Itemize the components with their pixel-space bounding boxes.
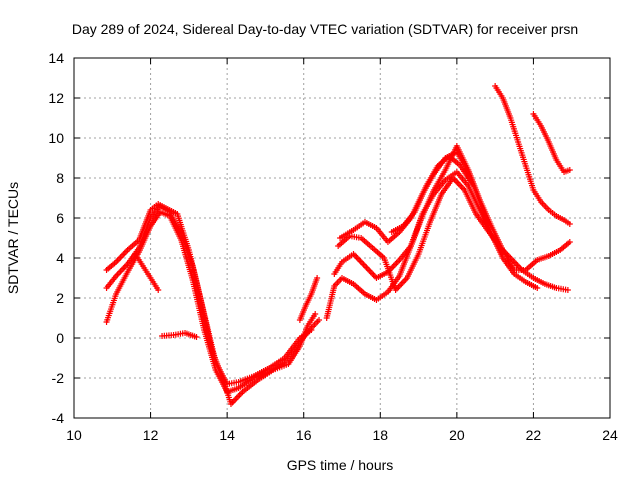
data-point [534, 285, 541, 291]
x-tick-label: 18 [372, 427, 388, 443]
data-point [469, 181, 476, 187]
x-axis-title: GPS time / hours [287, 457, 394, 473]
data-point [499, 251, 506, 257]
y-tick-label: -2 [52, 370, 65, 386]
y-tick-label: 8 [56, 170, 64, 186]
tick-layer [73, 57, 611, 419]
y-tick-label: 14 [48, 50, 64, 66]
data-point [564, 287, 571, 293]
y-tick-label: 12 [48, 90, 64, 106]
data-point [316, 317, 323, 323]
series-track-k [388, 153, 476, 235]
series-track-m [530, 111, 573, 175]
y-tick-label: 0 [56, 330, 64, 346]
chart-title: Day 289 of 2024, Sidereal Day-to-day VTE… [72, 21, 578, 37]
x-tick-label: 16 [296, 427, 312, 443]
series-track-d [132, 251, 162, 293]
y-tick-label: 10 [48, 130, 64, 146]
data-point [566, 167, 573, 173]
x-tick-label: 24 [602, 427, 618, 443]
data-layer [103, 83, 573, 407]
x-tick-label: 10 [66, 427, 82, 443]
y-tick-label: -4 [52, 410, 65, 426]
data-point [308, 327, 315, 333]
y-tick-label: 6 [56, 210, 64, 226]
x-tick-label: 22 [526, 427, 542, 443]
y-tick-label: 4 [56, 250, 64, 266]
series-track-e [159, 330, 200, 340]
series-track-l [492, 83, 573, 227]
series-track-c [103, 201, 319, 407]
data-point [155, 287, 162, 293]
x-tick-label: 20 [449, 427, 465, 443]
y-tick-label: 2 [56, 290, 64, 306]
series-track-i [335, 175, 571, 293]
data-point [314, 275, 321, 281]
y-axis-title: SDTVAR / TECUs [5, 182, 21, 294]
x-tick-label: 14 [219, 427, 235, 443]
data-point [566, 221, 573, 227]
plot-frame [73, 57, 611, 419]
data-point [566, 239, 573, 245]
x-tick-label: 12 [143, 427, 159, 443]
data-point [312, 311, 319, 317]
series-track-f [296, 275, 321, 323]
data-point [193, 334, 200, 340]
